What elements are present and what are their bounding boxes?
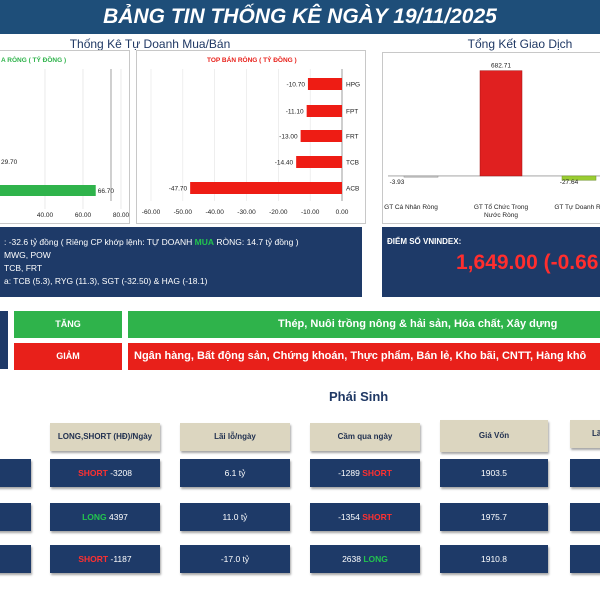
net-sell-chart-svg: TOP BÁN RÒNG ( TỶ ĐỒNG ) -10.70 HPG -11.10 F… <box>142 54 360 216</box>
sell-value-label: -13.00 <box>279 134 298 141</box>
net-buy-chart: A RÒNG ( TỶ ĐỒNG ) 29.70 66.70 40.00 60.00 80… <box>0 50 130 224</box>
row-3-label-cell <box>0 545 31 573</box>
summary-category-label: GT Tổ Chức Trong <box>474 203 529 211</box>
sell-category-label: ACB <box>346 186 359 193</box>
header-long-short: LONG,SHORT (HĐ)/Ngày <box>50 423 160 451</box>
sell-tick-label: -60.00 <box>142 209 161 216</box>
row-3-pnl: -17.0 tỷ <box>180 545 290 573</box>
net-buy-chart-svg: A RÒNG ( TỶ ĐỒNG ) 29.70 66.70 40.00 60.00 80… <box>0 54 130 219</box>
net-sell-chart: TOP BÁN RÒNG ( TỶ ĐỒNG ) -10.70 HPG -11.10 F… <box>136 50 366 224</box>
summary-value-label: -3.93 <box>390 179 405 186</box>
summary-value-label: 682.71 <box>491 63 511 70</box>
row-2-overnight: -1354 SHORT <box>310 503 420 531</box>
summary-category-label-cont: Nước Ròng <box>484 212 518 219</box>
sell-tick-label: -40.00 <box>205 209 224 216</box>
buy-legend: A RÒNG ( TỶ ĐỒNG ) <box>1 54 66 64</box>
sell-bar <box>300 130 342 142</box>
proprietary-title: Thống Kê Tự Doanh Mua/Bán <box>69 37 231 51</box>
row-3-extra <box>570 545 600 573</box>
trade-summary-chart: -3.93 682.71 -27.64 GT Cá Nhân Ròng GT Tổ Ch… <box>382 52 600 224</box>
row-1-position: SHORT -3208 <box>50 459 160 487</box>
vnindex-label: ĐIỂM SỐ VNINDEX: <box>387 237 462 246</box>
header-pnl: Lãi lỗ/ngày <box>180 423 290 451</box>
buy-tick-label: 60.00 <box>75 212 92 219</box>
summary-bar <box>403 175 439 178</box>
row-2-extra <box>570 503 600 531</box>
sell-tick-label: -30.00 <box>237 209 256 216</box>
sell-tick-label: -20.00 <box>269 209 288 216</box>
market-info-box: : -32.6 tỷ đồng ( Riêng CP khớp lệnh: TỰ… <box>0 227 362 297</box>
sell-category-label: FPT <box>346 109 358 116</box>
row-2-position: LONG 4397 <box>50 503 160 531</box>
sell-value-label: -10.70 <box>287 82 306 89</box>
sell-bar <box>307 78 342 90</box>
sector-down-label: GIẢM <box>14 343 122 370</box>
trade-summary-chart-svg: -3.93 682.71 -27.64 GT Cá Nhân Ròng GT Tổ Ch… <box>384 63 600 219</box>
info-line-2: MWG, POW <box>4 250 51 260</box>
vnindex-box: ĐIỂM SỐ VNINDEX: 1,649.00 (-0.66 <box>382 227 600 297</box>
summary-bar <box>561 175 597 181</box>
buy-tick-label: 80.00 <box>113 212 129 219</box>
sell-bar <box>190 182 342 194</box>
sell-category-label: TCB <box>346 160 359 167</box>
derivatives-title: Phái Sinh <box>329 389 389 404</box>
summary-category-label: GT Tự Doanh Ròng <box>554 204 600 211</box>
buy-tick-label: 40.00 <box>37 212 54 219</box>
page-title: BẢNG TIN THỐNG KÊ NGÀY 19/11/2025 <box>0 0 600 34</box>
row-1-cost: 1903.5 <box>440 459 548 487</box>
row-3-overnight: 2638 LONG <box>310 545 420 573</box>
vnindex-value: 1,649.00 (-0.66 <box>456 251 599 274</box>
row-3-cost: 1910.8 <box>440 545 548 573</box>
row-2-label-cell <box>0 503 31 531</box>
sell-tick-label: -10.00 <box>301 209 320 216</box>
info-line-3: TCB, FRT <box>4 263 43 273</box>
sell-value-label: -14.40 <box>275 160 294 167</box>
row-1-pnl: 6.1 tỷ <box>180 459 290 487</box>
buy-value-label: 29.70 <box>1 159 18 166</box>
sell-legend: TOP BÁN RÒNG ( TỶ ĐỒNG ) <box>207 54 297 64</box>
sector-up-label: TĂNG <box>14 311 122 338</box>
summary-category-label: GT Cá Nhân Ròng <box>384 204 438 211</box>
info-line-4: a: TCB (5.3), RYG (11.3), SGT (-32.50) &… <box>4 276 208 286</box>
row-2-pnl: 11.0 tỷ <box>180 503 290 531</box>
sell-bar <box>306 105 342 117</box>
sell-value-label: -47.70 <box>169 186 188 193</box>
sell-category-label: HPG <box>346 82 360 89</box>
header-cost: Giá Vốn <box>440 420 548 452</box>
summary-value-label: -27.64 <box>560 179 579 186</box>
summary-title: Tổng Kết Giao Dịch <box>467 37 573 51</box>
row-2-cost: 1975.7 <box>440 503 548 531</box>
row-1-extra <box>570 459 600 487</box>
sell-bar <box>296 156 342 168</box>
sector-left-edge <box>0 311 8 369</box>
sector-down-text: Ngân hàng, Bất động sản, Chứng khoán, Th… <box>128 343 600 370</box>
header-overnight: Cầm qua ngày <box>310 423 420 451</box>
buy-bar <box>0 185 96 196</box>
sell-tick-label: 0.00 <box>336 209 349 216</box>
info-line-1: : -32.6 tỷ đồng ( Riêng CP khớp lệnh: TỰ… <box>4 237 299 247</box>
sector-up-text: Thép, Nuôi trồng nông & hải sản, Hóa chấ… <box>128 311 600 338</box>
sell-tick-label: -50.00 <box>174 209 193 216</box>
header-pnl-2: Lã <box>570 420 600 448</box>
summary-bar <box>479 70 523 177</box>
buy-value-label: 66.70 <box>98 188 115 195</box>
sell-category-label: FRT <box>346 134 359 141</box>
row-1-label-cell <box>0 459 31 487</box>
row-3-position: SHORT -1187 <box>50 545 160 573</box>
sell-value-label: -11.10 <box>286 109 304 116</box>
row-1-overnight: -1289 SHORT <box>310 459 420 487</box>
